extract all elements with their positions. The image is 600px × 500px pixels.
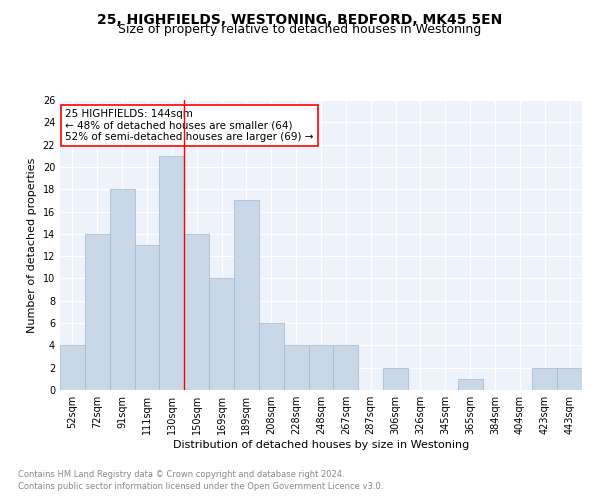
Text: 25 HIGHFIELDS: 144sqm
← 48% of detached houses are smaller (64)
52% of semi-deta: 25 HIGHFIELDS: 144sqm ← 48% of detached …	[65, 108, 314, 142]
Bar	[308, 346, 334, 390]
Bar	[284, 346, 308, 390]
Bar	[383, 368, 408, 390]
Bar	[209, 278, 234, 390]
Bar	[334, 346, 358, 390]
Bar	[259, 323, 284, 390]
X-axis label: Distribution of detached houses by size in Westoning: Distribution of detached houses by size …	[173, 440, 469, 450]
Bar	[160, 156, 184, 390]
Bar	[184, 234, 209, 390]
Text: Size of property relative to detached houses in Westoning: Size of property relative to detached ho…	[118, 22, 482, 36]
Y-axis label: Number of detached properties: Number of detached properties	[27, 158, 37, 332]
Bar	[234, 200, 259, 390]
Text: Contains HM Land Registry data © Crown copyright and database right 2024.: Contains HM Land Registry data © Crown c…	[18, 470, 344, 479]
Bar	[110, 189, 134, 390]
Text: Contains public sector information licensed under the Open Government Licence v3: Contains public sector information licen…	[18, 482, 383, 491]
Bar	[532, 368, 557, 390]
Text: 25, HIGHFIELDS, WESTONING, BEDFORD, MK45 5EN: 25, HIGHFIELDS, WESTONING, BEDFORD, MK45…	[97, 12, 503, 26]
Bar	[85, 234, 110, 390]
Bar	[458, 379, 482, 390]
Bar	[60, 346, 85, 390]
Bar	[134, 245, 160, 390]
Bar	[557, 368, 582, 390]
